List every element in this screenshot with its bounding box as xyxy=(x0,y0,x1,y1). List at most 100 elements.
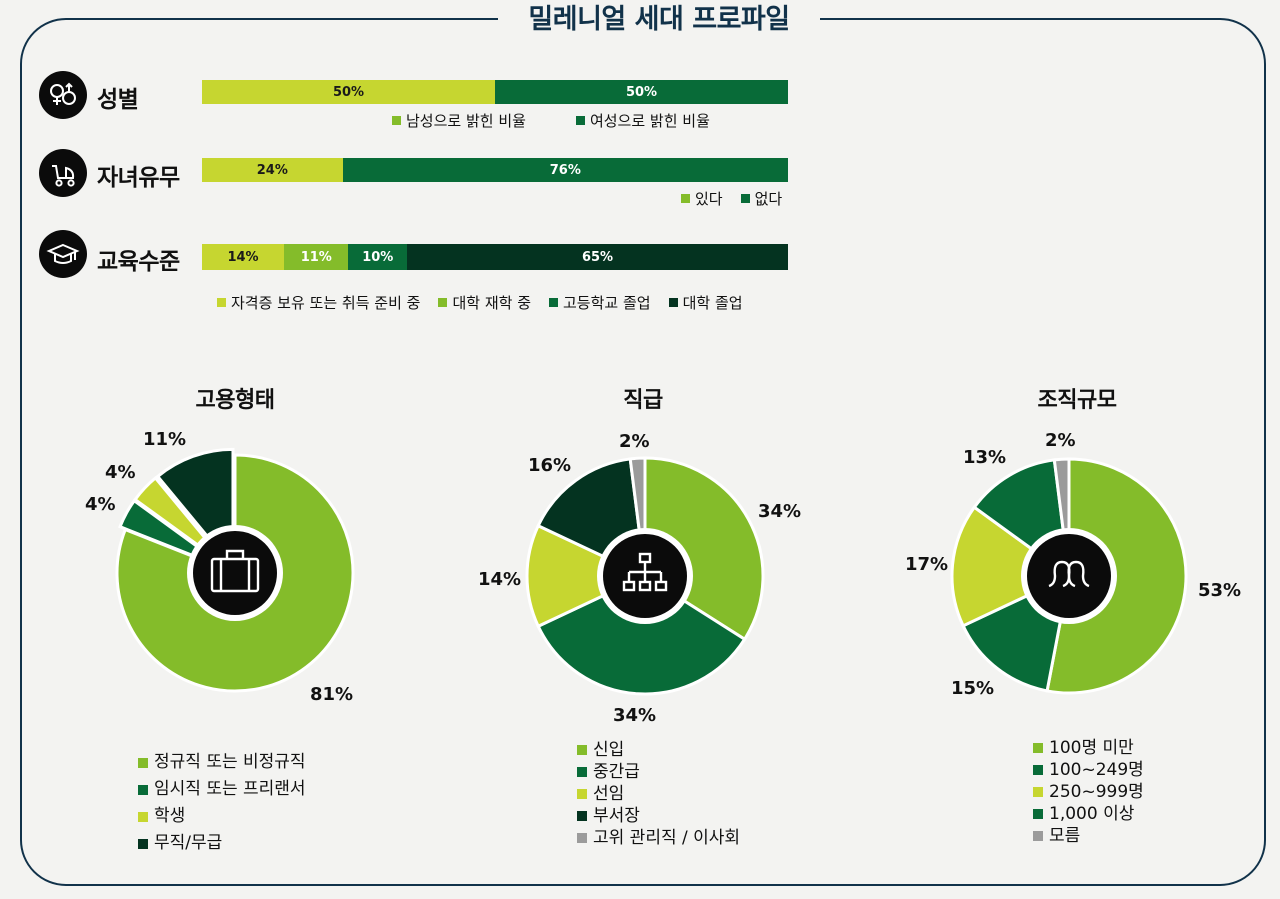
stroller-icon xyxy=(39,149,87,197)
legend-item: 남성으로 밝힌 비율 xyxy=(392,110,526,131)
children-bar: 24% 76% xyxy=(202,158,788,182)
legend-item: 250~999명 xyxy=(1033,781,1144,803)
pie0-label-0: 81% xyxy=(310,684,354,705)
legend-item: 있다 xyxy=(681,188,723,209)
legend-label: 선임 xyxy=(593,784,625,804)
legend-swatch xyxy=(138,757,148,768)
bar-segment: 24% xyxy=(202,158,343,182)
legend-swatch xyxy=(577,833,587,843)
pie2-label-4: 2% xyxy=(1045,430,1076,451)
pie1-label-0: 34% xyxy=(758,501,802,522)
page-title: 밀레니얼 세대 프로파일 xyxy=(528,4,790,35)
legend-swatch xyxy=(138,784,148,795)
legend-swatch xyxy=(1033,743,1043,753)
legend-label: 고위 관리직 / 이사회 xyxy=(593,828,741,848)
legend-label: 100~249명 xyxy=(1049,760,1144,780)
pie1-label-1: 34% xyxy=(613,705,657,726)
legend-label: 있다 xyxy=(695,190,723,208)
legend-item: 없다 xyxy=(740,188,782,209)
legend-item: 고등학교 졸업 xyxy=(549,292,651,313)
legend-swatch xyxy=(1033,809,1043,819)
education-bar: 14% 11% 10% 65% xyxy=(202,244,788,270)
legend-swatch xyxy=(577,745,587,755)
legend-label: 남성으로 밝힌 비율 xyxy=(406,112,526,130)
legend-label: 학생 xyxy=(154,806,186,826)
position-legend: 신입 중간급 선임 부서장 고위 관리직 / 이사회 xyxy=(577,739,740,849)
pie-title-position: 직급 xyxy=(623,388,663,413)
pie1-label-4: 2% xyxy=(619,431,650,452)
row-label-education: 교육수준 xyxy=(97,249,180,275)
pie-slice xyxy=(536,574,747,696)
legend-item: 학생 xyxy=(138,803,306,830)
legend-item: 1,000 이상 xyxy=(1033,803,1144,825)
legend-label: 여성으로 밝힌 비율 xyxy=(589,112,710,130)
bar-segment: 50% xyxy=(202,80,495,104)
legend-swatch xyxy=(1033,831,1043,841)
legend-label: 100명 미만 xyxy=(1049,738,1134,758)
graduation-cap-icon xyxy=(39,230,87,278)
legend-label: 대학 재학 중 xyxy=(452,294,531,312)
legend-label: 정규직 또는 비정규직 xyxy=(154,752,306,772)
bar-segment: 50% xyxy=(495,80,788,104)
pie-slice xyxy=(950,505,1072,628)
pie-title-employment: 고용형태 xyxy=(195,388,275,413)
pie-slice xyxy=(525,523,649,629)
bar-segment: 10% xyxy=(348,244,408,270)
legend-item: 무직/무급 xyxy=(138,830,306,857)
pie0-label-1: 4% xyxy=(85,494,116,515)
pie2-label-2: 17% xyxy=(905,554,949,575)
legend-label: 대학 졸업 xyxy=(682,294,743,312)
pie1-label-2: 14% xyxy=(478,569,522,590)
legend-label: 부서장 xyxy=(593,806,640,826)
gender-bar: 50% 50% xyxy=(202,80,788,104)
legend-item: 중간급 xyxy=(577,761,740,783)
legend-label: 고등학교 졸업 xyxy=(563,294,651,312)
legend-swatch xyxy=(577,767,587,777)
legend-swatch xyxy=(1033,787,1043,797)
pie2-label-3: 13% xyxy=(963,447,1007,468)
legend-label: 모름 xyxy=(1049,826,1081,846)
legend-item: 선임 xyxy=(577,783,740,805)
pie-slice xyxy=(115,453,355,693)
legend-item: 여성으로 밝힌 비율 xyxy=(575,110,710,131)
people-icon-glyph xyxy=(1048,560,1090,588)
row-label-children: 자녀유무 xyxy=(97,165,180,191)
legend-swatch xyxy=(138,838,148,849)
legend-item: 임시직 또는 프리랜서 xyxy=(138,776,306,803)
legend-swatch xyxy=(668,298,678,307)
legend-swatch xyxy=(577,789,587,799)
bar-segment: 65% xyxy=(407,244,788,270)
legend-item: 모름 xyxy=(1033,825,1144,847)
bar-segment: 14% xyxy=(202,244,285,270)
org-chart-icon-glyph xyxy=(622,552,668,592)
title-wrap: 밀레니얼 세대 프로파일 xyxy=(498,0,820,40)
legend-item: 자격증 보유 또는 취득 준비 중 xyxy=(217,292,420,313)
row-label-gender: 성별 xyxy=(97,87,139,113)
legend-swatch xyxy=(1033,765,1043,775)
legend-swatch xyxy=(577,811,587,821)
legend-swatch xyxy=(575,116,585,125)
legend-swatch xyxy=(549,298,558,307)
gender-icon xyxy=(39,71,87,119)
legend-item: 부서장 xyxy=(577,805,740,827)
legend-label: 자격증 보유 또는 취득 준비 중 xyxy=(231,294,421,312)
legend-swatch xyxy=(438,298,448,307)
briefcase-icon xyxy=(193,531,277,615)
education-legend: 자격증 보유 또는 취득 준비 중 대학 재학 중 고등학교 졸업 대학 졸업 xyxy=(217,292,761,313)
pie-title-org-size: 조직규모 xyxy=(1037,388,1117,413)
pie0-label-2: 4% xyxy=(105,462,136,483)
legend-item: 대학 재학 중 xyxy=(438,292,531,313)
legend-label: 무직/무급 xyxy=(154,833,223,853)
legend-label: 임시직 또는 프리랜서 xyxy=(154,779,306,799)
children-legend: 있다 없다 xyxy=(681,188,800,209)
legend-item: 신입 xyxy=(577,739,740,761)
legend-item: 100~249명 xyxy=(1033,759,1144,781)
bar-segment: 76% xyxy=(342,158,788,182)
legend-label: 250~999명 xyxy=(1049,782,1144,802)
legend-swatch xyxy=(681,194,690,203)
pie0-label-3: 11% xyxy=(143,429,187,450)
legend-label: 1,000 이상 xyxy=(1049,804,1135,824)
gender-legend: 남성으로 밝힌 비율 여성으로 밝힌 비율 xyxy=(392,110,760,131)
